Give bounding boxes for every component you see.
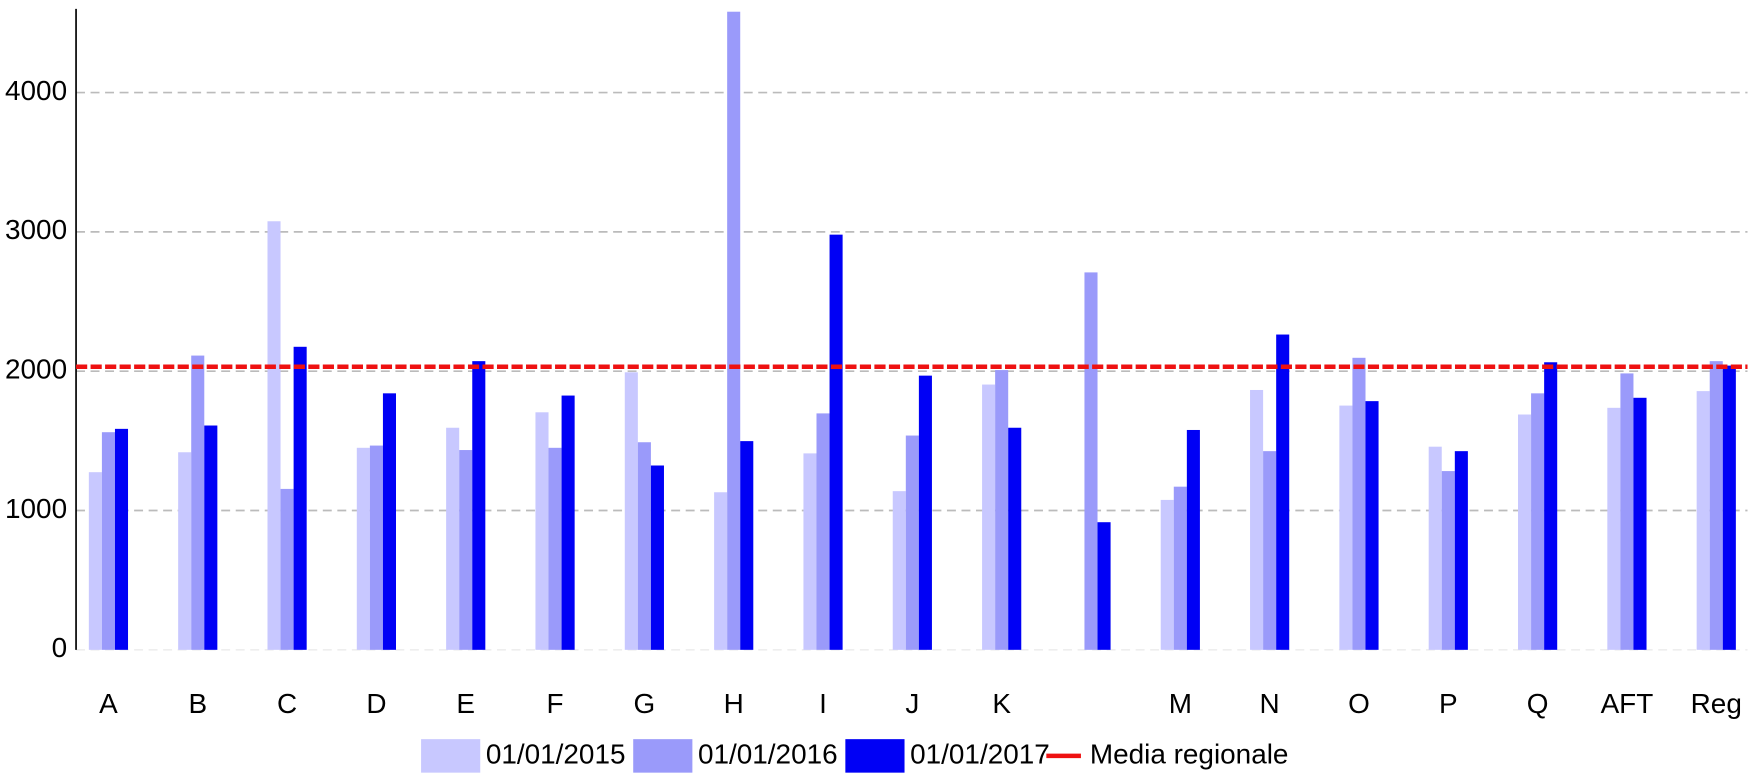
bar (1263, 451, 1277, 650)
x-tick-label: E (456, 688, 475, 719)
y-tick-label: 3000 (5, 214, 67, 245)
legend-swatch (845, 739, 905, 773)
bar (114, 428, 129, 650)
x-tick-label: H (724, 688, 744, 719)
x-tick-label: Q (1527, 688, 1549, 719)
bar (293, 346, 307, 650)
bar (1160, 499, 1174, 650)
bar (1518, 414, 1532, 650)
bar (369, 445, 383, 650)
x-tick-label: M (1169, 688, 1192, 719)
legend-swatch (421, 739, 481, 773)
bar (1633, 397, 1647, 650)
bar (1441, 471, 1455, 650)
bar (446, 427, 460, 650)
bar (267, 221, 281, 650)
bar (1097, 522, 1111, 650)
bar (918, 375, 932, 650)
x-tick-label: N (1260, 688, 1280, 719)
bar (459, 450, 473, 650)
bar (178, 452, 192, 650)
x-tick-label: B (188, 688, 207, 719)
legend-label: Media regionale (1090, 738, 1289, 769)
x-tick-label: D (366, 688, 386, 719)
bar (624, 372, 638, 650)
bar (1186, 429, 1200, 650)
bar (191, 355, 205, 650)
legend-label: 01/01/2016 (698, 738, 838, 769)
bar (905, 435, 919, 650)
bar (714, 492, 728, 650)
bar (982, 384, 996, 650)
bar (1607, 407, 1621, 650)
x-tick-label: I (819, 688, 827, 719)
x-tick-label: Reg (1691, 688, 1742, 719)
bar (995, 370, 1009, 650)
bar (382, 393, 396, 650)
bar (892, 491, 906, 650)
y-tick-label: 4000 (5, 75, 67, 106)
y-tick-label: 1000 (5, 493, 67, 524)
bar (561, 395, 575, 650)
y-tick-label: 2000 (5, 354, 67, 385)
x-tick-label: F (547, 688, 564, 719)
x-tick-label: G (634, 688, 656, 719)
bar (650, 465, 664, 650)
legend-label: 01/01/2015 (486, 738, 626, 769)
bar (101, 432, 115, 650)
bar (1339, 405, 1353, 650)
bar (727, 11, 741, 650)
bar (535, 412, 549, 650)
bar (1084, 272, 1098, 650)
x-tick-label: O (1348, 688, 1370, 719)
bar (1454, 451, 1468, 650)
bar (1008, 427, 1022, 650)
y-tick-label: 0 (52, 632, 68, 663)
bar (1276, 334, 1290, 650)
bar (1250, 389, 1264, 650)
x-tick-label: C (277, 688, 297, 719)
bar (356, 447, 370, 650)
bar (1620, 373, 1634, 650)
x-tick-label: P (1439, 688, 1458, 719)
bar (829, 234, 843, 650)
x-tick-label: A (99, 688, 118, 719)
bar (803, 453, 817, 650)
bar (1365, 401, 1379, 650)
bar (472, 361, 486, 650)
bar (1722, 365, 1736, 650)
x-tick-label: J (905, 688, 919, 719)
bar (1709, 361, 1723, 650)
bar (1531, 393, 1545, 650)
x-tick-label: K (992, 688, 1011, 719)
legend-label: 01/01/2017 (910, 738, 1050, 769)
bar (1173, 486, 1187, 650)
bar (1544, 362, 1558, 650)
bar (204, 425, 218, 650)
bar (816, 413, 830, 650)
x-tick-label: AFT (1601, 688, 1654, 719)
bar (280, 488, 294, 650)
bar (1428, 446, 1442, 650)
bar (548, 447, 562, 650)
bar (1352, 357, 1366, 650)
bar (88, 472, 102, 650)
legend-swatch (633, 739, 693, 773)
bar (637, 442, 651, 650)
bar (1696, 391, 1710, 650)
bar (740, 441, 754, 650)
